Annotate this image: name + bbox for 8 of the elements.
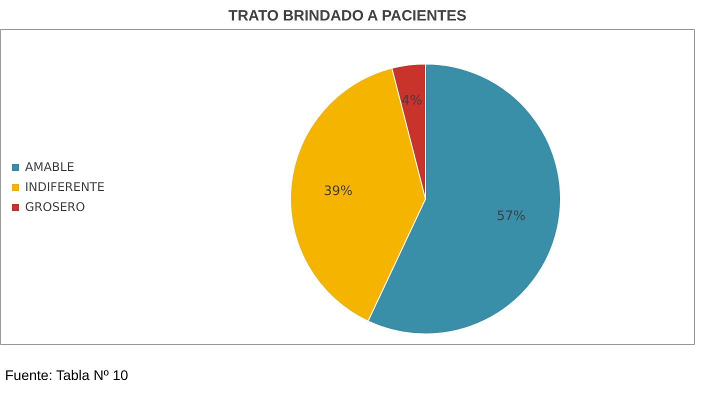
data-label: 57% bbox=[496, 208, 526, 224]
legend-label: AMABLE bbox=[25, 160, 74, 174]
legend-label: INDIFERENTE bbox=[25, 180, 105, 194]
chart-title: TRATO BRINDADO A PACIENTES bbox=[228, 8, 466, 24]
source-note: Fuente: Tabla Nº 10 bbox=[5, 366, 128, 385]
legend-label: GROSERO bbox=[25, 200, 86, 214]
data-label: 4% bbox=[402, 93, 422, 108]
data-label: 39% bbox=[324, 184, 353, 199]
